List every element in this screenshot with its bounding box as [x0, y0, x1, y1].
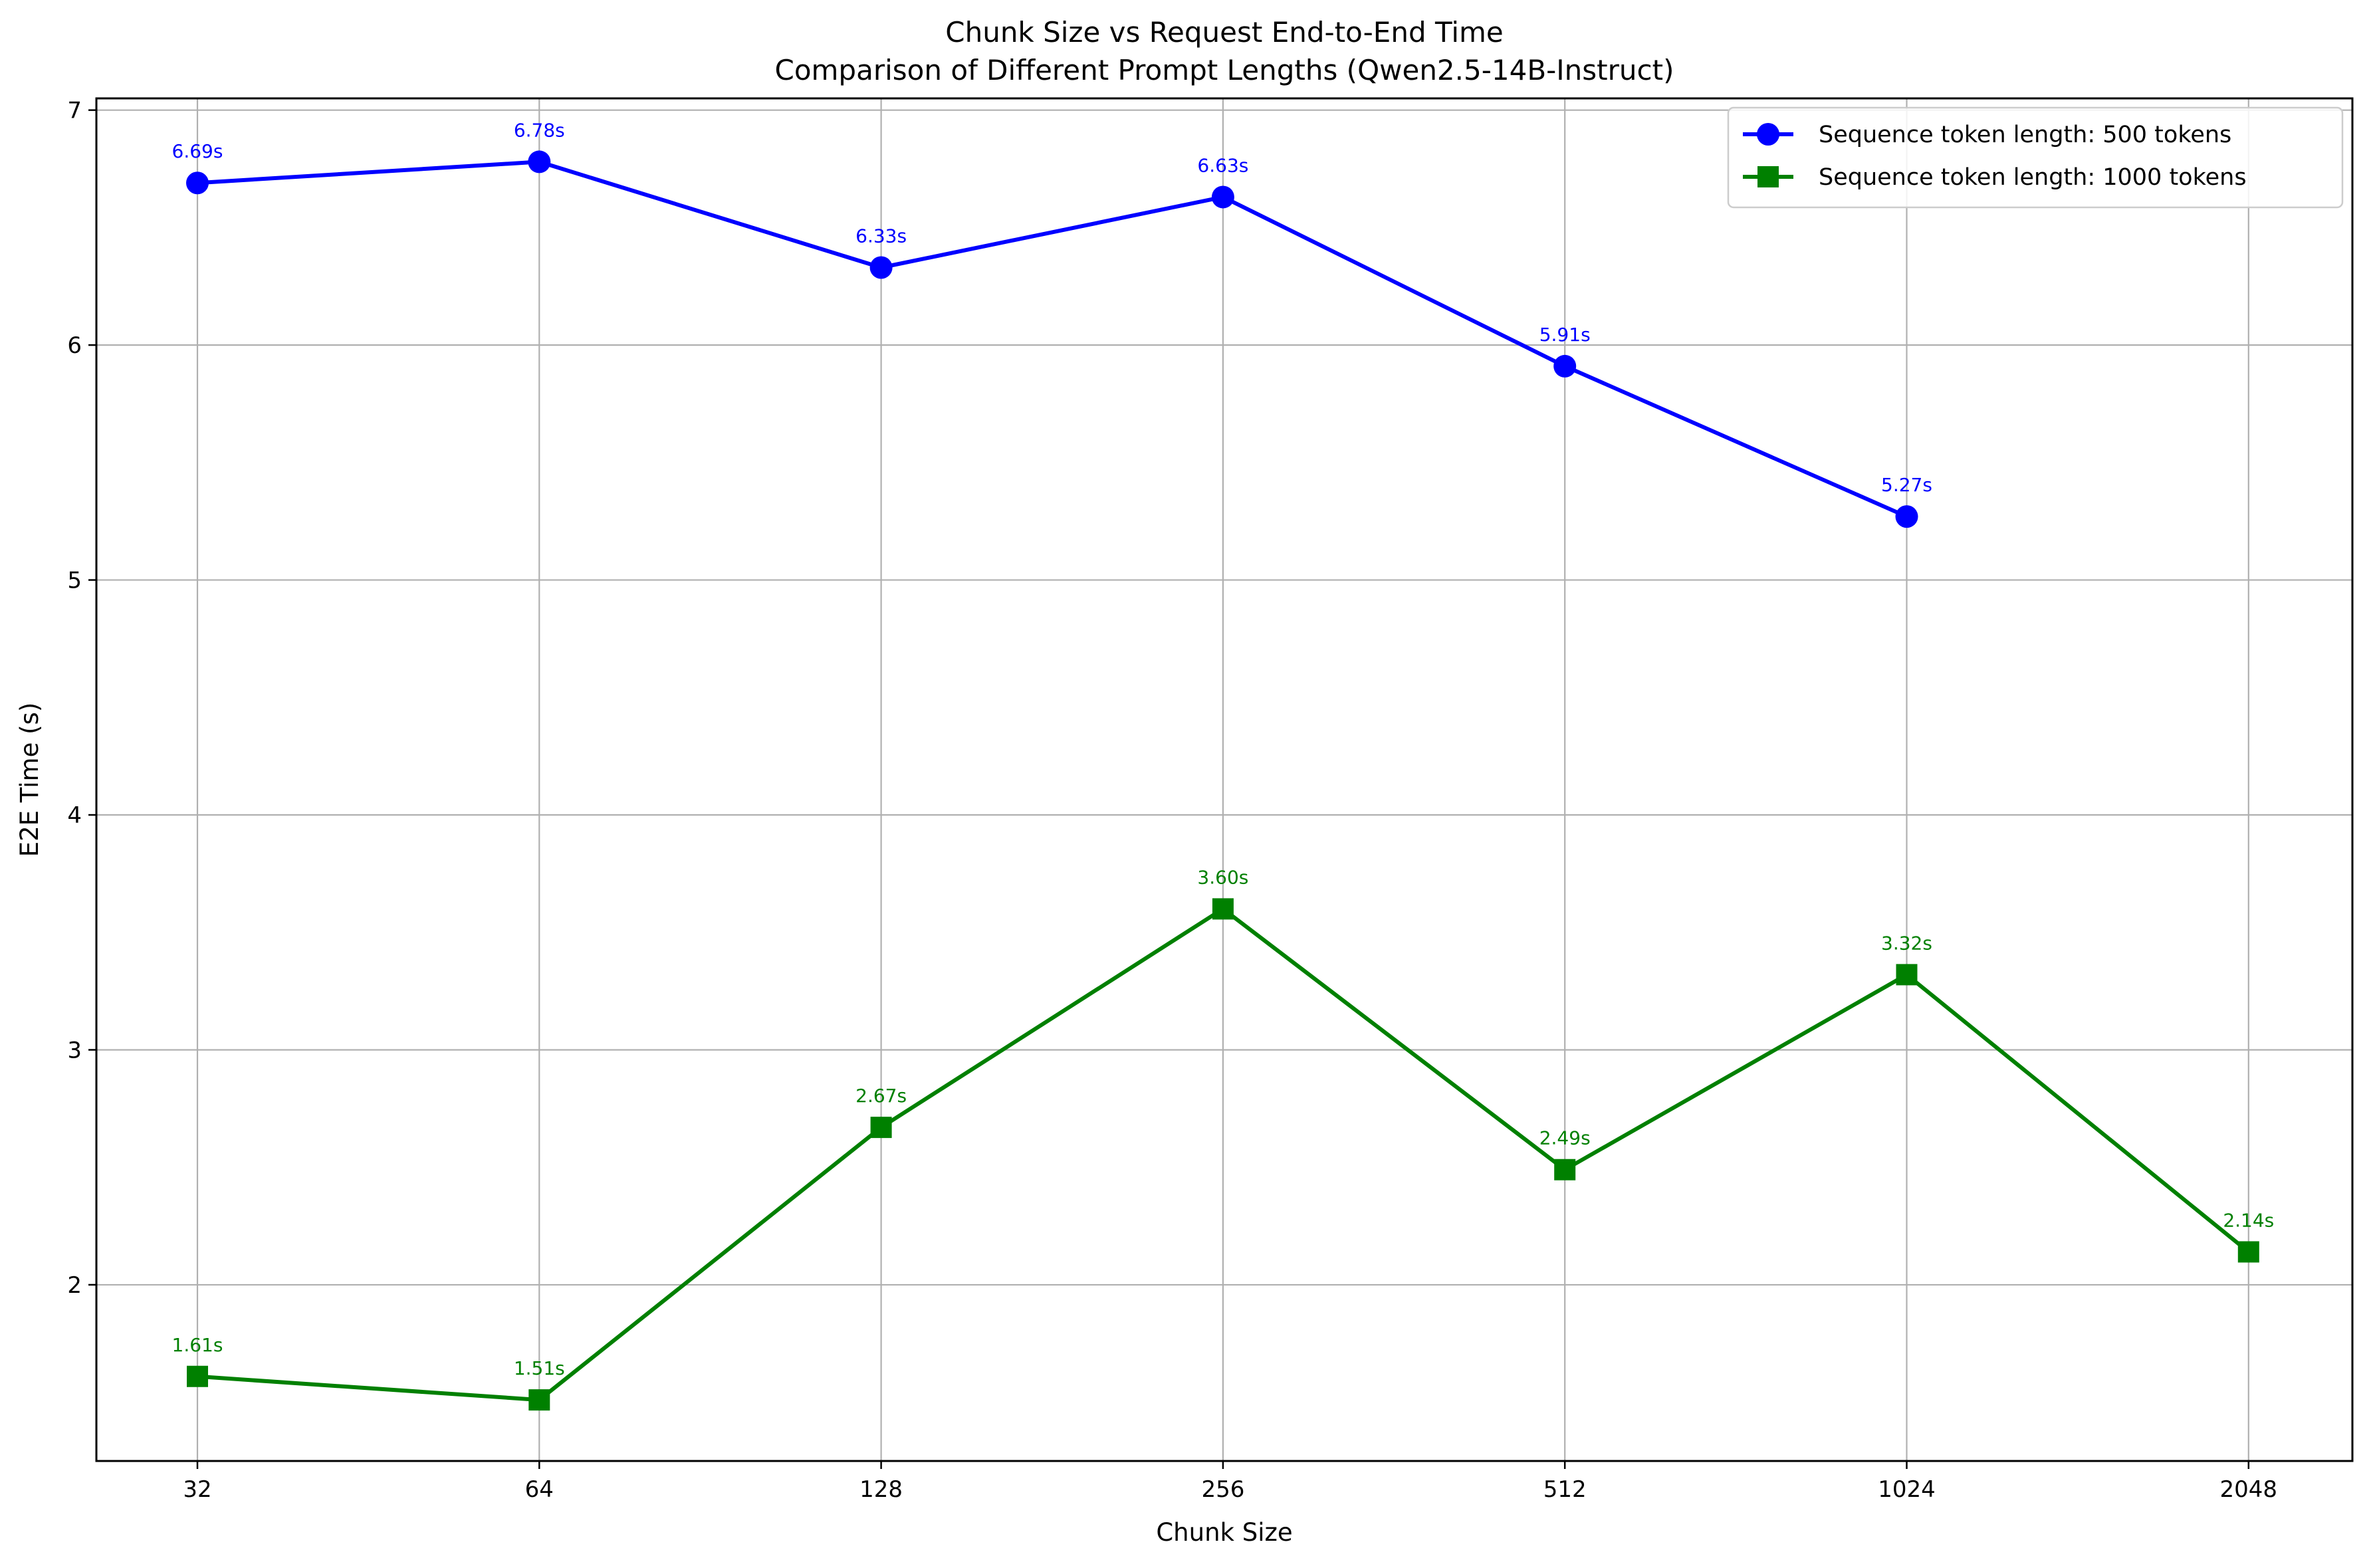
series-line — [197, 160, 1908, 518]
legend-entry-500-tokens: Sequence token length: 500 tokens — [1819, 122, 2231, 148]
x-tick-label: 2048 — [2220, 1476, 2278, 1503]
legend: Sequence token length: 500 tokens Sequen… — [1727, 106, 2344, 209]
data-point — [869, 256, 893, 279]
x-tick-label: 1024 — [1878, 1476, 1936, 1503]
x-tick-label: 64 — [525, 1476, 554, 1503]
y-tick-label: 2 — [67, 1272, 82, 1299]
plot-area-frame — [95, 97, 2354, 1462]
data-point — [1212, 898, 1234, 920]
data-label: 6.78s — [514, 119, 565, 141]
data-point — [528, 150, 551, 173]
data-label: 2.67s — [855, 1085, 907, 1107]
data-point — [2237, 1241, 2259, 1263]
y-tick-label: 6 — [67, 332, 82, 359]
y-tick-label: 3 — [67, 1037, 82, 1064]
x-tick-label: 512 — [1543, 1476, 1587, 1503]
data-point — [186, 171, 209, 195]
series-0: 6.69s 6.78s 6.33s 6.63s 5.91s 5.27s — [172, 119, 1932, 528]
data-point — [1896, 964, 1918, 986]
legend-marker-series-500 — [1757, 123, 1779, 146]
chart-subtitle: Comparison of Different Prompt Lengths (… — [775, 54, 1674, 86]
data-label: 3.32s — [1881, 932, 1932, 954]
x-tick-label: 32 — [183, 1476, 211, 1503]
x-axis-label: Chunk Size — [1156, 1518, 1292, 1547]
x-tick-label: 256 — [1201, 1476, 1244, 1503]
data-label: 3.60s — [1197, 866, 1248, 888]
axis-ticks: 32 64 128 256 512 1024 2048 2 3 4 5 6 7 — [67, 98, 2277, 1503]
y-tick-label: 4 — [67, 802, 82, 829]
data-label: 6.33s — [855, 225, 907, 247]
y-tick-label: 5 — [67, 568, 82, 594]
data-point — [528, 1389, 550, 1411]
data-point — [187, 1365, 208, 1387]
data-point — [1553, 354, 1577, 378]
x-tick-label: 128 — [859, 1476, 903, 1503]
data-label: 1.61s — [172, 1334, 223, 1356]
legend-marker-series-1000 — [1757, 166, 1779, 187]
data-label: 5.91s — [1539, 324, 1591, 346]
data-label: 2.14s — [2223, 1209, 2274, 1231]
data-label: 1.51s — [514, 1357, 565, 1379]
data-label: 6.69s — [172, 140, 223, 162]
data-label: 5.27s — [1881, 474, 1932, 496]
y-axis-label: E2E Time (s) — [15, 703, 44, 857]
data-label: 6.63s — [1197, 154, 1248, 176]
data-label: 2.49s — [1539, 1127, 1591, 1149]
data-point — [1211, 185, 1234, 209]
legend-box — [1727, 106, 2344, 209]
legend-entry-1000-tokens: Sequence token length: 1000 tokens — [1819, 164, 2247, 191]
chart-title: Chunk Size vs Request End-to-End Time — [945, 16, 1504, 49]
grid-lines — [96, 98, 2352, 1461]
y-tick-label: 7 — [67, 98, 82, 124]
data-point — [1554, 1159, 1576, 1180]
data-point — [1895, 505, 1918, 528]
series-1: 1.61s 1.51s 2.67s 3.60s 2.49s 3.32s 2.14s — [172, 866, 2274, 1411]
data-point — [870, 1117, 892, 1139]
series-layer: 6.69s 6.78s 6.33s 6.63s 5.91s 5.27s 1.61s 1.51s… — [172, 119, 2274, 1411]
